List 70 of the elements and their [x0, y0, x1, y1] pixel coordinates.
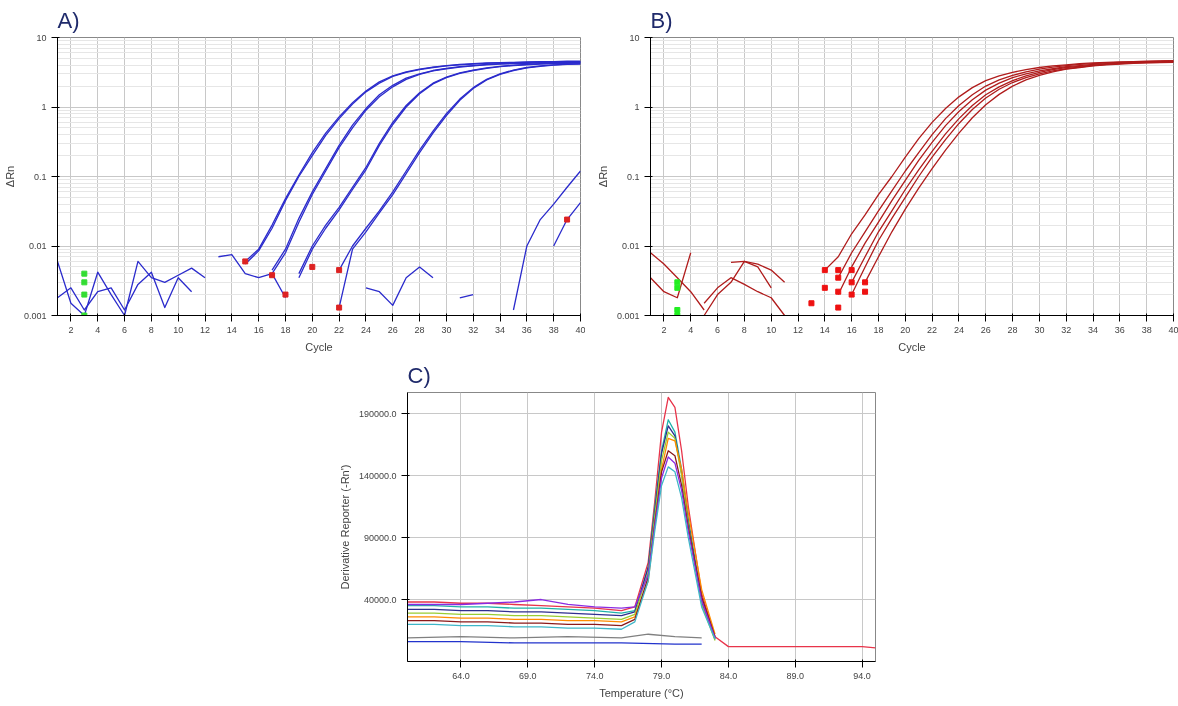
- x-tick-label: 8: [741, 324, 747, 335]
- y-tick-label: 140000.0: [358, 470, 397, 481]
- x-tick-label: 34: [495, 324, 506, 335]
- x-tick-label: 10: [766, 324, 777, 335]
- x-tick-label: 36: [521, 324, 532, 335]
- y-tick-label: 90000.0: [363, 532, 397, 543]
- y-axis-title: Derivative Reporter (-Rn'): [338, 464, 351, 590]
- x-tick-label: 18: [280, 324, 291, 335]
- y-tick-label: 0.001: [616, 310, 640, 321]
- x-tick-label: 18: [873, 324, 884, 335]
- x-tick-label: 69.0: [519, 670, 537, 681]
- y-tick-label: 190000.0: [358, 408, 397, 419]
- y-tick-label: 10: [36, 32, 47, 43]
- x-tick-label: 16: [846, 324, 857, 335]
- x-tick-label: 84.0: [719, 670, 738, 681]
- x-tick-label: 14: [819, 324, 830, 335]
- x-tick-label: 64.0: [452, 670, 470, 681]
- x-tick-label: 24: [953, 324, 964, 335]
- y-axis-title: ΔRn: [596, 165, 609, 188]
- x-tick-label: 26: [387, 324, 398, 335]
- y-tick-label: 1: [634, 102, 640, 112]
- y-tick-label: 0.1: [33, 171, 47, 182]
- x-tick-label: 10: [173, 324, 184, 335]
- x-tick-label: 16: [253, 324, 264, 335]
- x-tick-label: 22: [334, 324, 345, 335]
- x-tick-label: 28: [414, 324, 425, 335]
- y-tick-label: 0.1: [626, 171, 640, 182]
- x-tick-label: 2: [661, 324, 667, 335]
- x-tick-label: 4: [688, 324, 694, 335]
- x-tick-label: 6: [122, 324, 128, 335]
- x-tick-label: 30: [441, 324, 452, 335]
- x-tick-label: 2: [68, 324, 74, 335]
- chart-title: C): [407, 362, 431, 388]
- x-tick-label: 36: [1114, 324, 1125, 335]
- x-tick-label: 32: [1061, 324, 1072, 335]
- x-tick-label: 79.0: [652, 670, 671, 681]
- x-axis-title: Temperature (°C): [599, 686, 684, 699]
- y-tick-label: 40000.0: [363, 594, 397, 605]
- x-tick-label: 24: [360, 324, 371, 335]
- x-tick-label: 74.0: [585, 670, 604, 681]
- x-tick-label: 30: [1034, 324, 1045, 335]
- x-axis-title: Cycle: [898, 340, 926, 353]
- x-axis-title: Cycle: [305, 340, 333, 353]
- x-tick-label: 28: [1007, 324, 1018, 335]
- x-tick-label: 12: [200, 324, 211, 335]
- x-tick-label: 32: [468, 324, 479, 335]
- x-tick-label: 4: [95, 324, 101, 335]
- x-tick-label: 40: [1168, 324, 1178, 335]
- x-tick-label: 12: [793, 324, 804, 335]
- y-tick-label: 0.01: [621, 241, 640, 251]
- chart-title: A): [57, 7, 80, 33]
- x-tick-label: 14: [226, 324, 237, 335]
- x-tick-label: 26: [980, 324, 991, 335]
- x-tick-label: 89.0: [786, 670, 805, 681]
- y-tick-label: 0.01: [28, 241, 47, 251]
- x-tick-label: 20: [900, 324, 911, 335]
- x-tick-label: 38: [1141, 324, 1152, 335]
- x-tick-label: 22: [927, 324, 938, 335]
- x-tick-label: 20: [307, 324, 318, 335]
- y-tick-label: 1: [41, 102, 47, 112]
- y-tick-label: 10: [629, 32, 640, 43]
- x-tick-label: 94.0: [853, 670, 871, 681]
- x-tick-label: 38: [548, 324, 559, 335]
- x-tick-label: 6: [715, 324, 721, 335]
- x-tick-label: 40: [575, 324, 586, 335]
- y-axis-title: ΔRn: [3, 165, 16, 188]
- chart-title: B): [650, 7, 673, 33]
- y-tick-label: 0.001: [23, 310, 47, 321]
- x-tick-label: 34: [1088, 324, 1099, 335]
- x-tick-label: 8: [148, 324, 154, 335]
